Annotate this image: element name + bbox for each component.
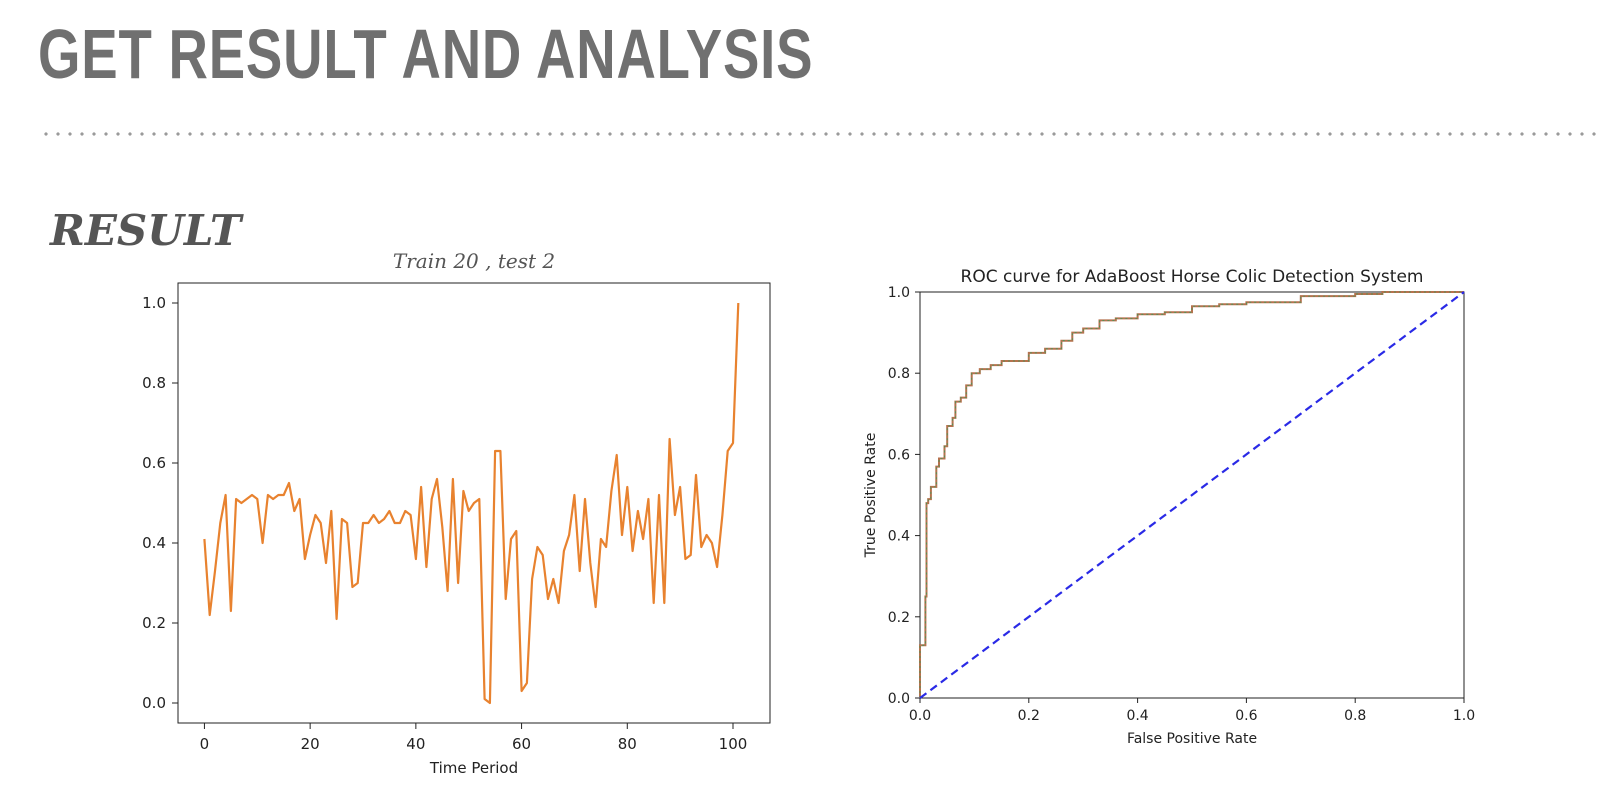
y-tick-label: 0.8	[888, 366, 910, 382]
x-axis-label: False Positive Rate	[1127, 731, 1257, 747]
x-tick-label: 0.6	[1235, 708, 1257, 724]
x-tick-label: 1.0	[1453, 708, 1475, 724]
x-tick-label: 0.4	[1126, 708, 1148, 724]
slide-title: GET RESULT AND ANALYSIS	[38, 15, 814, 93]
y-tick-label: 0.8	[142, 374, 166, 392]
chart-title: Train 20 , test 2	[393, 249, 555, 273]
y-tick-label: 0.2	[888, 610, 910, 626]
chart-title: ROC curve for AdaBoost Horse Colic Detec…	[961, 267, 1424, 287]
x-tick-label: 40	[406, 735, 425, 753]
time-period-line-chart: Train 20 , test 2 0 20 40 60 80 100 0.0 0.2 0.4 0.…	[142, 249, 771, 777]
plot-frame	[177, 282, 771, 724]
x-tick-label: 0.0	[909, 708, 931, 724]
y-axis-label: True Positive Rate	[863, 433, 879, 559]
dotted-divider	[40, 132, 1600, 136]
x-tick-label: 0.2	[1018, 708, 1040, 724]
x-tick-label: 80	[618, 735, 637, 753]
y-tick-label: 0.6	[142, 454, 166, 472]
y-tick-label: 1.0	[888, 285, 910, 301]
y-tick-label: 0.0	[142, 694, 166, 712]
y-tick-label: 0.4	[142, 534, 166, 552]
x-tick-label: 0.8	[1344, 708, 1366, 724]
y-tick-label: 0.0	[888, 691, 910, 707]
x-tick-label: 60	[512, 735, 531, 753]
x-tick-label: 20	[301, 735, 320, 753]
x-tick-label: 100	[719, 735, 748, 753]
x-tick-label: 0	[200, 735, 210, 753]
y-tick-label: 1.0	[142, 294, 166, 312]
x-axis-label: Time Period	[429, 759, 518, 777]
random-baseline-line	[919, 291, 1465, 699]
roc-curve-overlay	[919, 291, 1464, 698]
y-tick-label: 0.4	[888, 529, 910, 545]
y-tick-label: 0.2	[142, 614, 166, 632]
section-heading: RESULT	[50, 206, 242, 255]
plot-frame	[919, 291, 1465, 699]
y-tick-label: 0.6	[888, 447, 910, 463]
series-line	[203, 302, 740, 705]
